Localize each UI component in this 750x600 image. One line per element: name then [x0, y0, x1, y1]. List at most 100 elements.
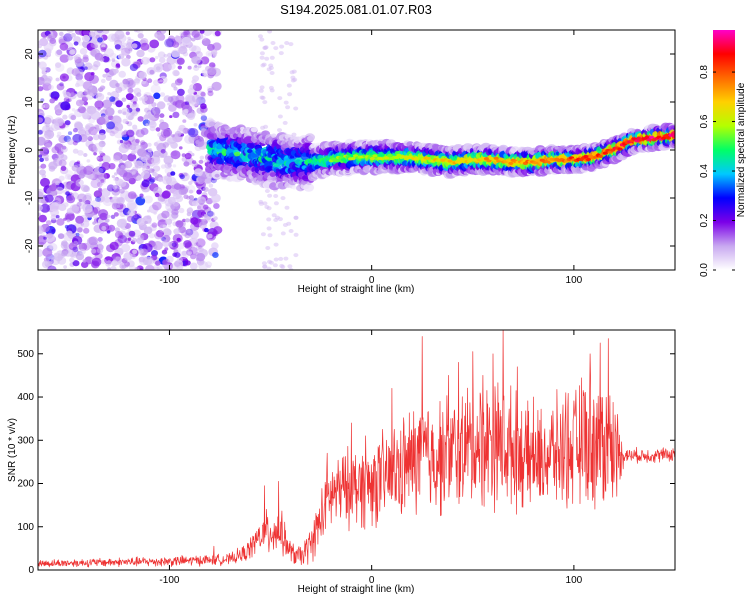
heat-cell — [87, 84, 93, 90]
heat-cell — [106, 260, 112, 266]
heat-cell — [116, 196, 125, 205]
heat-cell — [172, 111, 180, 119]
heat-cell — [38, 248, 44, 258]
heat-cell — [183, 194, 189, 200]
heat-cell — [152, 102, 157, 106]
heat-cell — [216, 158, 225, 165]
heat-cell — [205, 50, 213, 57]
heat-cell — [99, 212, 108, 221]
heat-cell — [139, 193, 144, 198]
heat-cell — [212, 230, 219, 237]
heat-cell — [189, 230, 199, 240]
heat-cell — [127, 36, 131, 41]
heat-cell — [109, 52, 117, 60]
colorbar-tick-label: 0.2 — [699, 213, 710, 227]
heat-cell — [293, 253, 299, 258]
heat-cell — [213, 203, 220, 209]
heat-cell — [40, 177, 50, 187]
heat-cell — [155, 127, 161, 132]
heat-cell — [58, 135, 68, 144]
heat-cell — [163, 95, 172, 103]
heat-cell — [211, 81, 222, 91]
heat-cell — [49, 202, 60, 212]
heat-cell — [136, 92, 142, 97]
heat-cell — [207, 265, 211, 268]
heat-cell — [93, 152, 97, 156]
heat-cell — [75, 99, 84, 107]
heat-cell — [148, 109, 156, 117]
heat-cell — [165, 218, 173, 225]
heat-cell — [84, 256, 94, 265]
heat-cell — [134, 266, 140, 270]
heat-cell — [157, 132, 163, 138]
heat-cell — [71, 108, 76, 112]
heat-cell — [286, 83, 292, 88]
heat-cell — [38, 136, 46, 146]
x-tick-label: -100 — [159, 275, 179, 286]
heat-cell — [212, 53, 217, 57]
heat-cell — [170, 150, 181, 160]
heat-cell — [183, 161, 190, 167]
heat-cell — [165, 255, 174, 263]
heat-cell — [43, 260, 48, 265]
heat-cell — [83, 88, 91, 95]
heat-cell — [213, 216, 218, 221]
heat-cell — [141, 95, 148, 102]
heat-cell — [92, 134, 100, 141]
heat-cell — [38, 204, 43, 212]
y-tick-label: 400 — [17, 392, 34, 403]
heat-cell — [63, 33, 73, 42]
heat-cell — [102, 73, 107, 78]
heat-cell — [100, 258, 107, 265]
heat-cell — [188, 189, 194, 194]
heat-cell — [106, 230, 111, 234]
heat-cell — [140, 170, 150, 180]
heat-cell — [129, 63, 138, 72]
heat-cell — [114, 231, 123, 239]
heat-cell — [278, 51, 284, 56]
heat-cell — [118, 159, 123, 164]
heat-cell — [163, 54, 168, 58]
heat-cell — [178, 226, 187, 234]
heat-cell — [63, 265, 67, 269]
heat-cell — [131, 138, 140, 146]
heat-cell — [155, 260, 161, 266]
heat-cell — [290, 155, 295, 159]
y-tick-label: 500 — [17, 349, 34, 360]
heat-cell — [113, 129, 124, 139]
heat-cell — [130, 192, 137, 199]
heat-cell — [96, 241, 102, 246]
heat-cell — [206, 210, 214, 217]
heat-cell — [78, 41, 83, 46]
heat-cell — [269, 172, 276, 178]
heat-cell — [151, 222, 158, 228]
heat-cell — [148, 120, 157, 129]
heat-cell — [288, 42, 294, 47]
heat-cell — [66, 195, 76, 204]
heat-cell — [114, 117, 122, 125]
heat-cell — [95, 127, 100, 132]
y-tick-label: 100 — [17, 522, 34, 533]
heat-cell — [62, 75, 66, 79]
heat-cell — [159, 92, 166, 97]
heat-cell — [143, 234, 148, 238]
heat-cell — [273, 242, 279, 247]
heat-cell — [163, 128, 173, 137]
heat-cell — [56, 134, 61, 138]
heat-cell — [386, 154, 393, 158]
heat-cell — [168, 62, 176, 70]
heat-cell — [87, 136, 94, 142]
heat-cell — [115, 100, 123, 108]
heat-cell — [76, 160, 81, 164]
heat-cell — [190, 217, 199, 225]
heat-cell — [138, 71, 147, 79]
heat-cell — [171, 41, 180, 48]
heat-cell — [200, 103, 207, 110]
heat-cell — [83, 165, 94, 175]
heat-cell — [55, 215, 60, 219]
heat-cell — [97, 37, 103, 43]
heat-cell — [63, 91, 71, 99]
heat-cell — [85, 104, 89, 108]
heat-cell — [137, 33, 144, 39]
heat-cell — [151, 168, 155, 172]
